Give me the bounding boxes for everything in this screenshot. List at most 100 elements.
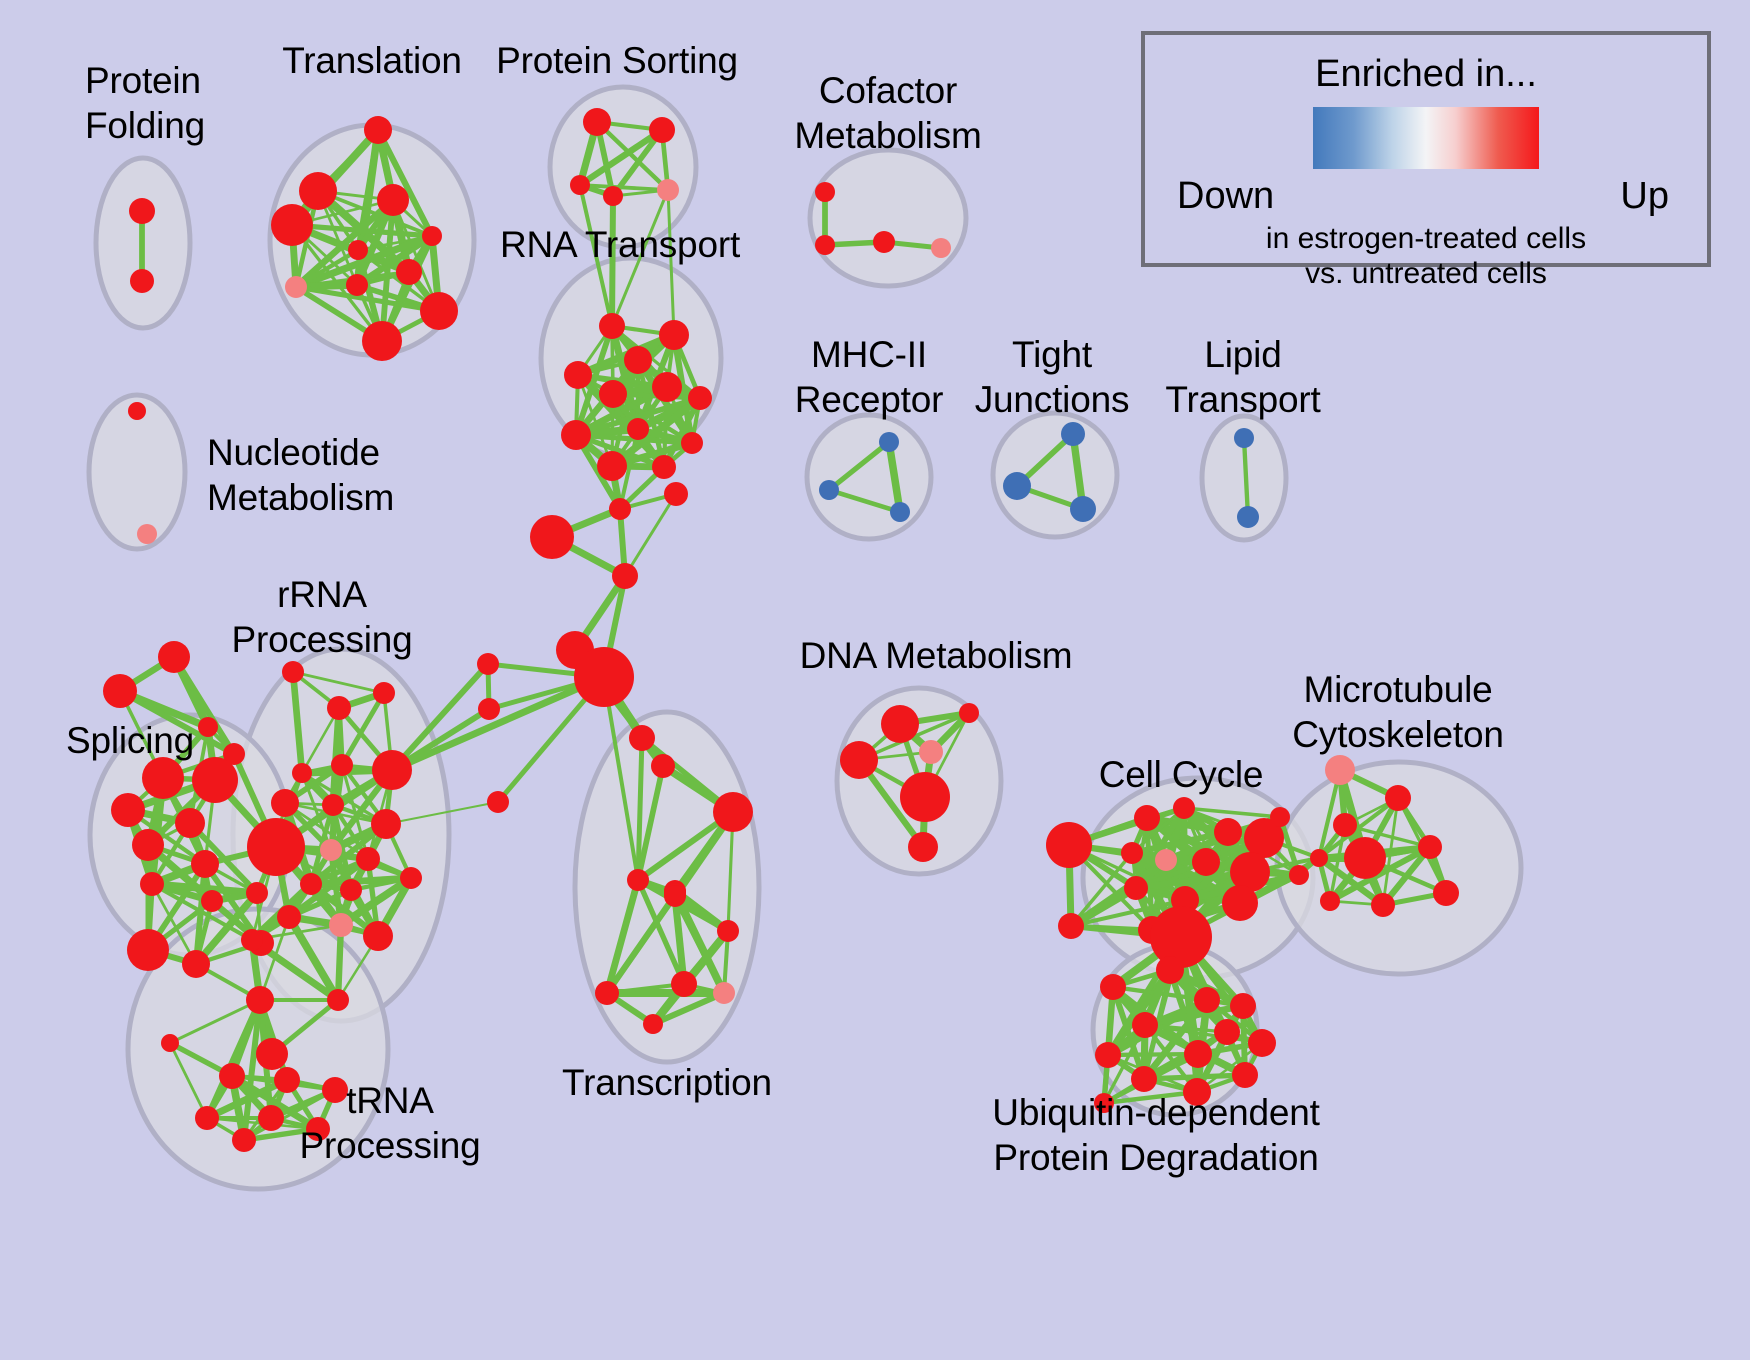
network-node[interactable] [564,361,592,389]
network-node[interactable] [1230,993,1256,1019]
network-node[interactable] [1333,813,1357,837]
network-node[interactable] [130,269,154,293]
network-node[interactable] [1232,1062,1258,1088]
network-node[interactable] [292,763,312,783]
network-node[interactable] [277,905,301,929]
network-node[interactable] [363,921,393,951]
network-node[interactable] [595,981,619,1005]
network-node[interactable] [890,502,910,522]
network-node[interactable] [364,116,392,144]
network-node[interactable] [840,741,878,779]
network-node[interactable] [232,1128,256,1152]
network-node[interactable] [609,498,631,520]
network-node[interactable] [1418,835,1442,859]
network-node[interactable] [659,320,689,350]
network-node[interactable] [198,717,218,737]
network-node[interactable] [1214,818,1242,846]
network-node[interactable] [1433,880,1459,906]
network-node[interactable] [201,890,223,912]
network-node[interactable] [627,869,649,891]
network-node[interactable] [643,1014,663,1034]
network-node[interactable] [599,380,627,408]
network-node[interactable] [1155,849,1177,871]
network-node[interactable] [815,235,835,255]
network-node[interactable] [1046,822,1092,868]
network-node[interactable] [282,661,304,683]
network-node[interactable] [657,179,679,201]
network-node[interactable] [256,1038,288,1070]
network-node[interactable] [1100,974,1126,1000]
network-node[interactable] [1183,1078,1211,1106]
network-node[interactable] [346,274,368,296]
network-node[interactable] [348,240,368,260]
network-node[interactable] [1173,797,1195,819]
network-node[interactable] [362,321,402,361]
network-node[interactable] [908,832,938,862]
network-node[interactable] [195,1106,219,1130]
network-node[interactable] [1150,906,1212,968]
network-node[interactable] [246,882,268,904]
network-node[interactable] [881,705,919,743]
network-node[interactable] [420,292,458,330]
network-node[interactable] [1124,876,1148,900]
network-node[interactable] [246,986,274,1014]
network-node[interactable] [570,175,590,195]
network-node[interactable] [158,641,190,673]
network-node[interactable] [652,372,682,402]
network-node[interactable] [574,647,634,707]
network-node[interactable] [182,950,210,978]
network-node[interactable] [327,696,351,720]
network-node[interactable] [1371,893,1395,917]
network-node[interactable] [1095,1042,1121,1068]
network-node[interactable] [919,740,943,764]
network-node[interactable] [1237,506,1259,528]
network-node[interactable] [612,563,638,589]
network-node[interactable] [1003,472,1031,500]
network-node[interactable] [1156,956,1184,984]
network-node[interactable] [192,757,238,803]
network-node[interactable] [530,515,574,559]
network-node[interactable] [1131,1066,1157,1092]
network-node[interactable] [1248,1029,1276,1057]
network-node[interactable] [900,772,950,822]
network-node[interactable] [478,698,500,720]
network-node[interactable] [247,818,305,876]
network-node[interactable] [671,971,697,997]
network-node[interactable] [258,1105,284,1131]
network-node[interactable] [396,259,422,285]
network-node[interactable] [377,184,409,216]
network-node[interactable] [356,847,380,871]
network-node[interactable] [1121,842,1143,864]
network-node[interactable] [191,850,219,878]
network-node[interactable] [477,653,499,675]
network-node[interactable] [713,792,753,832]
network-node[interactable] [561,420,591,450]
network-node[interactable] [651,754,675,778]
network-node[interactable] [487,791,509,813]
network-node[interactable] [271,204,313,246]
network-node[interactable] [1194,987,1220,1013]
network-node[interactable] [371,809,401,839]
network-node[interactable] [713,982,735,1004]
network-node[interactable] [128,402,146,420]
network-node[interactable] [132,829,164,861]
network-node[interactable] [241,929,263,951]
network-node[interactable] [815,182,835,202]
network-node[interactable] [819,480,839,500]
network-node[interactable] [652,455,676,479]
network-node[interactable] [717,920,739,942]
network-node[interactable] [327,989,349,1011]
network-node[interactable] [583,108,611,136]
network-node[interactable] [688,386,712,410]
network-node[interactable] [624,346,652,374]
network-node[interactable] [274,1067,300,1093]
network-node[interactable] [1134,805,1160,831]
network-node[interactable] [879,432,899,452]
network-node[interactable] [299,172,337,210]
network-node[interactable] [1230,852,1270,892]
network-node[interactable] [219,1063,245,1089]
network-node[interactable] [664,482,688,506]
network-node[interactable] [340,879,362,901]
network-node[interactable] [300,873,322,895]
network-node[interactable] [599,313,625,339]
